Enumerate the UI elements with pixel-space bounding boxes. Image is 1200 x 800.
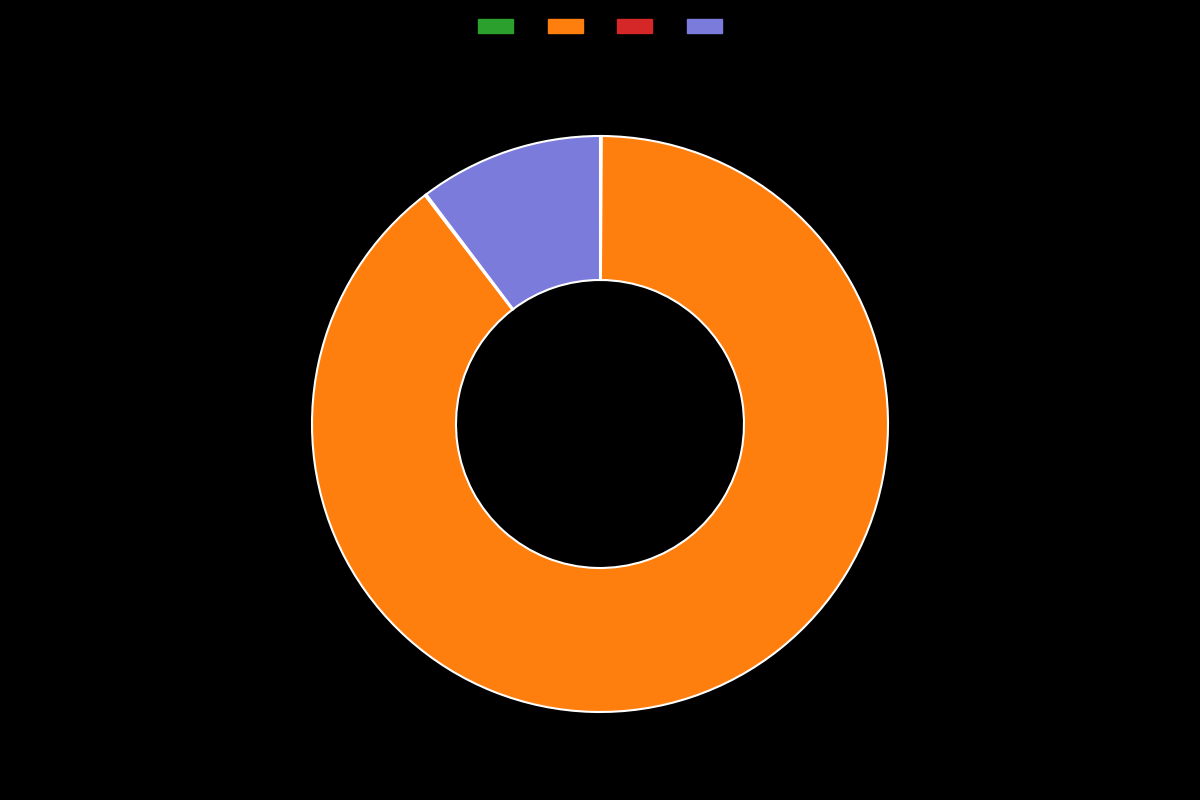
Wedge shape <box>425 194 514 310</box>
Wedge shape <box>312 136 888 712</box>
Wedge shape <box>426 136 600 309</box>
Wedge shape <box>600 136 602 280</box>
Legend: , , , : , , , <box>473 14 727 39</box>
